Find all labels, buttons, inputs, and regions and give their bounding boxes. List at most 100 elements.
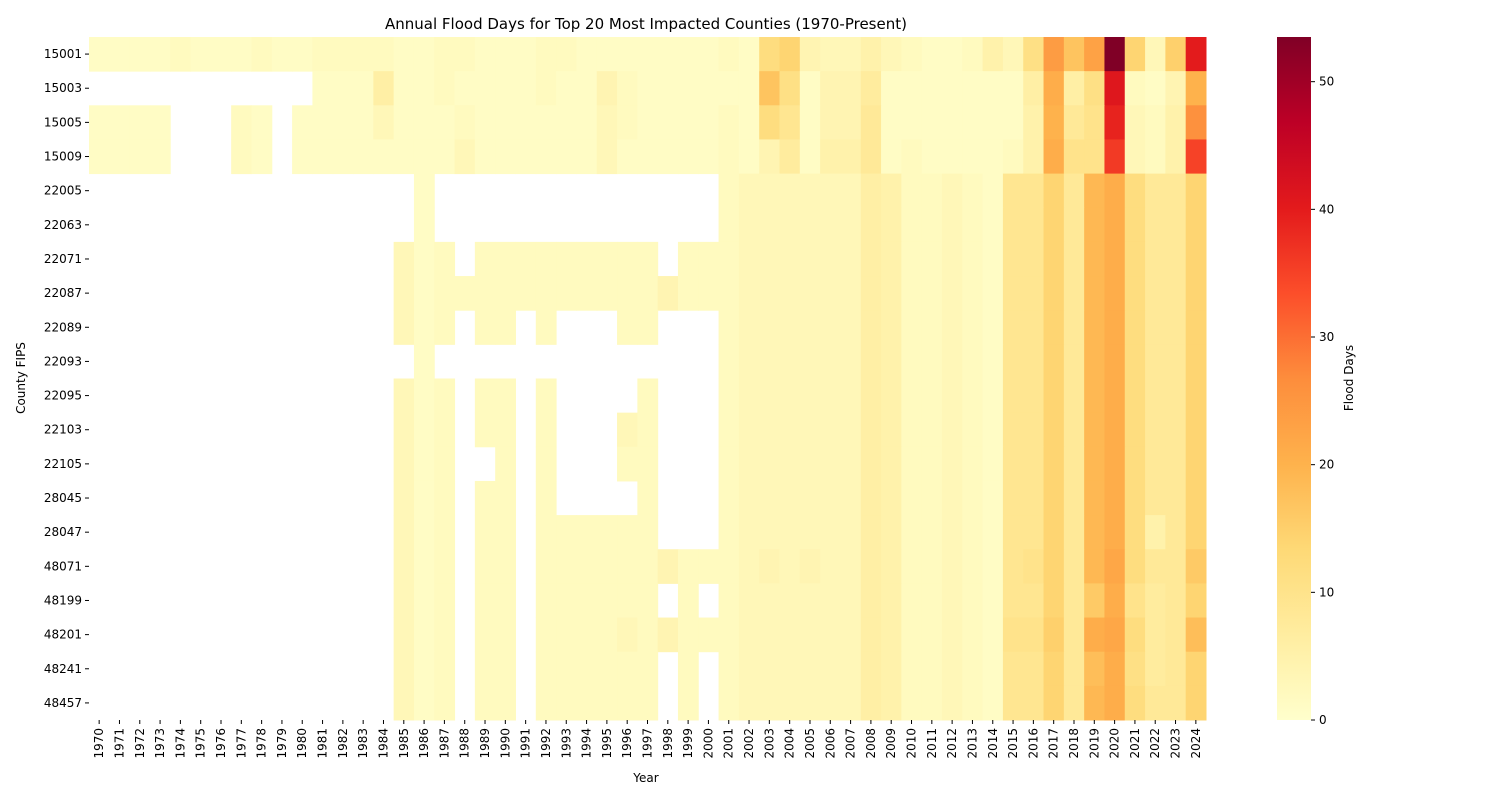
x-axis-ticks: 1970 1971 1972 1973 1974 1975 1976 1977 1978 1979…: [92, 720, 1203, 759]
heatmap-cell: [779, 412, 801, 448]
heatmap-cell: [617, 651, 638, 687]
colorbar-tick-label: 0: [1319, 713, 1327, 727]
heatmap-cell: [1124, 173, 1146, 209]
heatmap-cell: [799, 446, 821, 482]
heatmap-cell: [1185, 446, 1207, 482]
heatmap-cell: [596, 241, 618, 277]
heatmap-cell: [1165, 173, 1187, 209]
heatmap-cell: [312, 37, 334, 72]
x-tick-label: 2022: [1148, 728, 1162, 759]
heatmap-cell: [759, 685, 781, 721]
heatmap-cell: [1084, 207, 1105, 243]
heatmap-cell: [515, 105, 537, 140]
x-tick-label: 1986: [417, 728, 431, 759]
heatmap-cell: [434, 310, 456, 345]
y-tick-label: 28045: [44, 491, 82, 505]
heatmap-cell: [941, 549, 963, 584]
heatmap-cell: [617, 310, 638, 345]
heatmap-cell: [860, 241, 882, 277]
heatmap-cell: [1165, 378, 1187, 414]
heatmap-cell: [962, 651, 984, 687]
heatmap-cell: [596, 276, 618, 311]
heatmap-cell: [820, 651, 841, 687]
heatmap-cell: [617, 685, 638, 721]
heatmap-cell: [413, 37, 435, 72]
x-tick-label: 1980: [295, 728, 309, 759]
heatmap-cell: [535, 241, 557, 277]
heatmap-cell: [677, 37, 699, 72]
y-tick-label: 22071: [44, 252, 82, 266]
heatmap-cell: [637, 71, 659, 106]
heatmap-cell: [89, 139, 110, 175]
heatmap-cell: [759, 378, 781, 414]
heatmap-cell: [820, 139, 841, 175]
heatmap-cell: [1165, 105, 1187, 140]
heatmap-cell: [576, 583, 598, 619]
heatmap-cell: [718, 37, 740, 72]
heatmap-cell: [210, 37, 232, 72]
heatmap-cell: [535, 515, 557, 550]
y-tick-label: 22005: [44, 184, 82, 198]
heatmap-cell: [901, 276, 923, 311]
heatmap-cell: [759, 37, 781, 72]
heatmap-cell: [1185, 139, 1207, 175]
heatmap-cell: [738, 583, 760, 619]
heatmap-cell: [271, 37, 293, 72]
heatmap-cell: [1023, 37, 1045, 72]
heatmap-cell: [677, 685, 699, 721]
heatmap-cell: [840, 685, 862, 721]
heatmap-cell: [413, 344, 435, 379]
heatmap-cell: [779, 71, 801, 106]
heatmap-cell: [1063, 344, 1085, 379]
heatmap-cell: [840, 71, 862, 106]
heatmap-cell: [576, 241, 598, 277]
heatmap-cell: [1104, 549, 1126, 584]
heatmap-cell: [1063, 241, 1085, 277]
heatmap-cell: [1023, 276, 1045, 311]
heatmap-cell: [515, 139, 537, 175]
heatmap-cell: [677, 583, 699, 619]
heatmap-cell: [535, 685, 557, 721]
x-tick-label: 2004: [783, 728, 797, 759]
heatmap-cell: [1063, 207, 1085, 243]
heatmap-cell: [657, 276, 679, 311]
x-tick-label: 1982: [336, 728, 350, 759]
heatmap-cell: [413, 241, 435, 277]
heatmap-cell: [637, 617, 659, 653]
heatmap-cell: [596, 139, 618, 175]
heatmap-cell: [657, 549, 679, 584]
heatmap-cell: [921, 344, 943, 379]
heatmap-cell: [718, 105, 740, 140]
heatmap-cell: [1145, 617, 1166, 653]
heatmap-cell: [982, 71, 1004, 106]
heatmap-cell: [901, 105, 923, 140]
heatmap-cell: [941, 71, 963, 106]
heatmap-cell: [1104, 71, 1126, 106]
heatmap-cell: [1084, 241, 1105, 277]
heatmap-cell: [799, 241, 821, 277]
heatmap-cell: [312, 139, 334, 175]
heatmap-cell: [941, 583, 963, 619]
heatmap-cell: [149, 37, 171, 72]
heatmap-cell: [677, 139, 699, 175]
heatmap-cell: [1002, 515, 1024, 550]
heatmap-cell: [738, 515, 760, 550]
chart-title: Annual Flood Days for Top 20 Most Impact…: [385, 15, 907, 33]
heatmap-cell: [779, 480, 801, 516]
heatmap-cell: [941, 105, 963, 140]
heatmap-cell: [1084, 105, 1105, 140]
heatmap-cell: [921, 173, 943, 209]
heatmap-cell: [901, 446, 923, 482]
heatmap-cell: [941, 276, 963, 311]
heatmap-cell: [901, 480, 923, 516]
heatmap-cell: [495, 241, 516, 277]
heatmap-cell: [1145, 310, 1166, 345]
heatmap-cell: [1165, 583, 1187, 619]
x-tick-label: 2023: [1169, 728, 1183, 759]
heatmap-cell: [779, 139, 801, 175]
heatmap-cell: [495, 515, 516, 550]
heatmap-cell: [759, 310, 781, 345]
heatmap-cell: [860, 105, 882, 140]
heatmap-cell: [576, 549, 598, 584]
